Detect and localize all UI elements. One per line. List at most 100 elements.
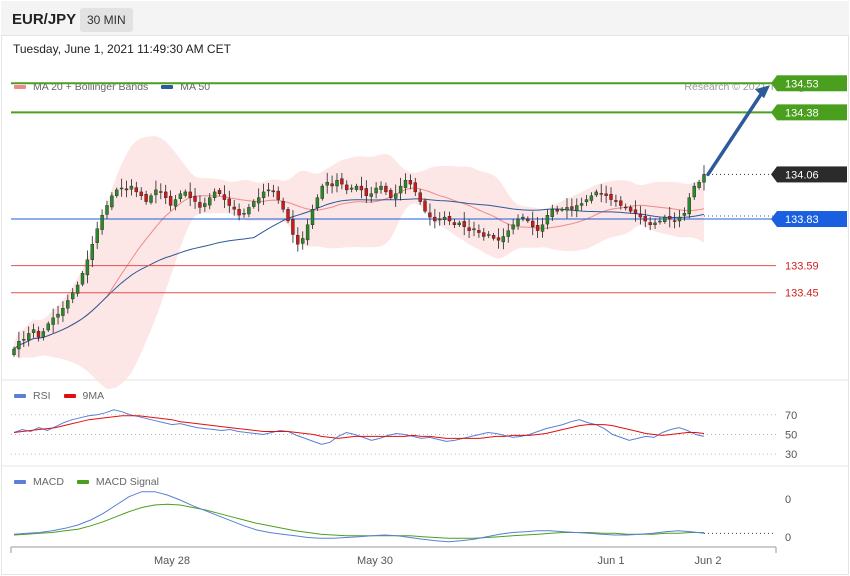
candle-body-137: [682, 212, 687, 216]
candle-body-92: [462, 221, 466, 227]
target-arrow-head: [755, 85, 770, 99]
candle-body-102: [511, 224, 515, 230]
candle-body-47: [242, 212, 246, 215]
candle-body-34: [178, 193, 183, 200]
resistance-tag-0: [777, 75, 847, 92]
candle-body-83: [418, 192, 422, 202]
candle-body-124: [619, 200, 623, 206]
candle-body-9: [56, 313, 60, 318]
candle-body-52: [266, 189, 271, 192]
candle-body-18: [100, 214, 104, 230]
ma50-line: [13, 198, 705, 350]
candle-body-121: [604, 193, 608, 196]
candle-body-104: [521, 216, 525, 219]
candle-body-70: [354, 185, 359, 190]
candle-body-87: [438, 218, 442, 221]
candle-body-19: [105, 205, 109, 215]
candle-body-26: [139, 191, 143, 196]
candle-body-106: [531, 220, 535, 228]
candle-body-0: [12, 348, 16, 356]
candle-body-22: [119, 187, 124, 190]
candle-body-93: [467, 227, 471, 231]
resistance-tag-pointer-0: [771, 75, 777, 92]
candle-body-117: [584, 199, 589, 203]
macd-pane: 00: [13, 491, 791, 544]
target-arrow: [706, 85, 770, 177]
x-tick-label-2: Jun 1: [598, 555, 625, 567]
candle-body-126: [628, 207, 633, 212]
legend-swatch-macd-signal: [76, 480, 89, 484]
macd-axis-label-top: 0: [785, 494, 791, 506]
candle-body-25: [134, 187, 139, 193]
candle-body-122: [609, 193, 613, 200]
candle-body-86: [433, 216, 437, 222]
candle-body-120: [599, 193, 603, 195]
legend-swatch-ma50: [161, 85, 174, 89]
resistance-tag-1: [777, 104, 847, 121]
candle-body-140: [697, 181, 701, 188]
candle-body-76: [384, 185, 388, 193]
macd-signal-line: [13, 503, 704, 539]
legend-label-rsi: RSI: [33, 390, 51, 402]
candle-body-58: [296, 235, 300, 245]
candle-body-80: [403, 179, 408, 188]
candle-body-48: [247, 207, 251, 215]
candle-body-100: [501, 236, 505, 243]
timeframe-button[interactable]: 30 MIN: [80, 8, 133, 32]
candle-body-101: [506, 230, 510, 237]
candle-body-20: [110, 195, 114, 208]
candle-body-38: [198, 202, 202, 208]
ma20-line: [13, 187, 705, 350]
candle-body-43: [222, 194, 227, 200]
x-tick-label-0: May 28: [154, 555, 190, 567]
candle-body-71: [359, 185, 364, 191]
x-axis: May 28 May 30 Jun 1 Jun 2: [10, 547, 777, 567]
legend-item-macd-signal: MACD Signal: [76, 476, 159, 488]
candle-body-41: [212, 191, 217, 198]
candle-body-111: [555, 209, 559, 212]
candle-body-103: [516, 218, 520, 226]
moving-averages: [13, 187, 705, 350]
pivot-tag-pointer: [771, 211, 777, 228]
target-arrow-shaft: [706, 89, 765, 177]
x-tick-label-3: Jun 2: [695, 555, 722, 567]
candle-body-134: [668, 216, 672, 220]
candle-body-7: [46, 323, 50, 331]
candle-body-131: [653, 222, 657, 225]
candle-body-27: [144, 193, 148, 202]
candle-body-127: [633, 209, 638, 214]
candle-body-50: [257, 197, 261, 204]
candle-body-61: [310, 209, 315, 226]
chart-header: EUR/JPY 30 MIN: [1, 1, 849, 35]
last-price-tag-pointer: [771, 166, 777, 183]
candle-body-74: [374, 187, 378, 194]
candle-body-91: [457, 222, 461, 225]
candle-body-115: [575, 205, 579, 212]
candle-body-90: [452, 222, 457, 225]
candle-body-135: [672, 220, 677, 222]
rsi-pane: 70 50 30: [11, 409, 797, 461]
candle-body-139: [692, 185, 696, 198]
candle-body-55: [281, 200, 285, 210]
candle-body-125: [624, 206, 628, 209]
candle-body-60: [305, 224, 310, 241]
legend-item-rsi-ma: 9MA: [63, 390, 104, 402]
candle-body-141: [702, 174, 706, 183]
candle-body-136: [677, 216, 682, 222]
candle-body-68: [345, 184, 349, 191]
candle-body-97: [487, 234, 491, 236]
candle-body-5: [36, 330, 41, 338]
candle-body-64: [325, 181, 329, 186]
candle-body-30: [159, 191, 163, 193]
candle-body-3: [27, 333, 31, 341]
candle-body-82: [413, 182, 417, 193]
candle-body-109: [545, 214, 550, 225]
legend-swatch-macd: [14, 480, 26, 484]
support-label-5: 133.45: [785, 288, 819, 300]
candle-body-95: [477, 230, 481, 233]
bollinger-band-area: [14, 136, 704, 390]
candle-body-1: [17, 341, 21, 350]
candle-body-10: [61, 308, 65, 316]
candle-body-24: [129, 185, 134, 190]
